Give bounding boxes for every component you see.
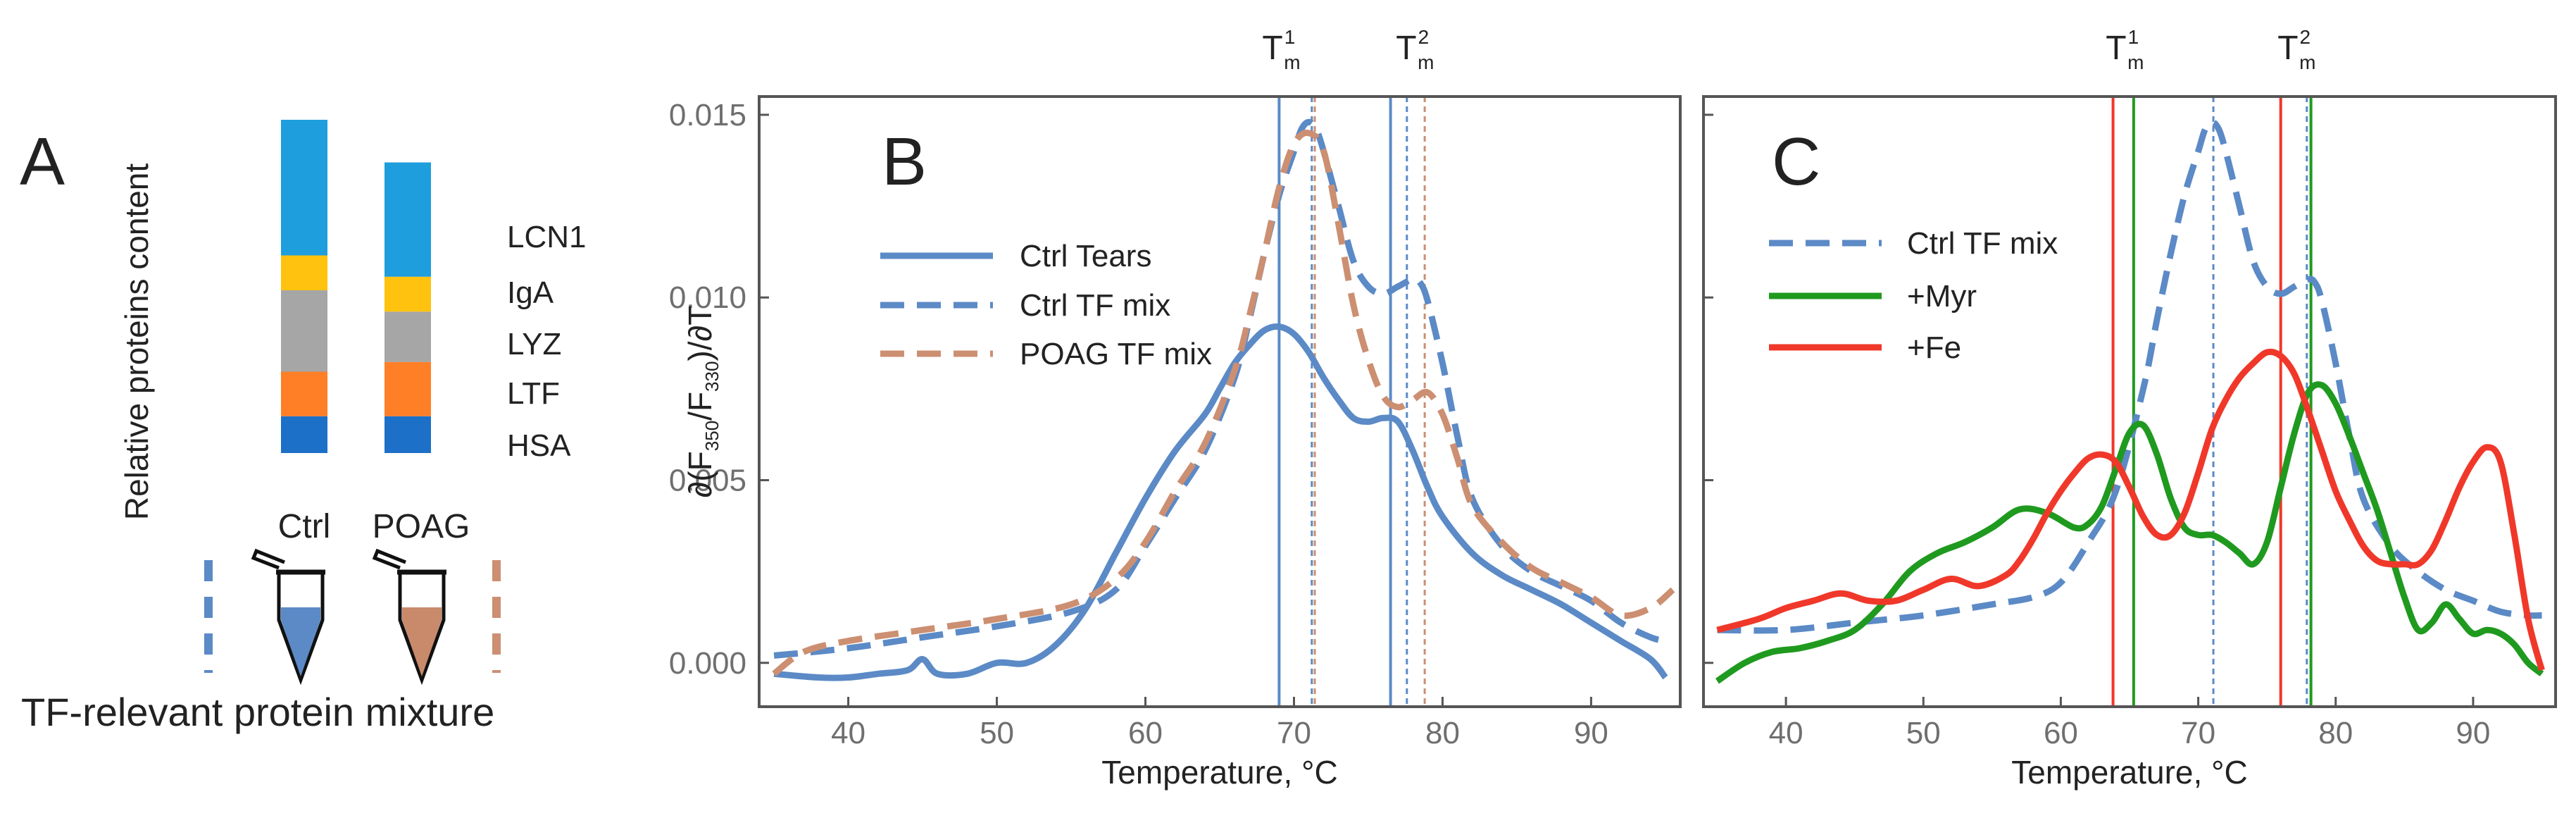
category-label-ctrl: Ctrl bbox=[278, 508, 331, 545]
c-xtick-label-50: 50 bbox=[1906, 716, 1941, 750]
panel-c: 40 50 60 70 80 90 T1 m T2 m C Ctrl TF mix +Myr +… bbox=[1702, 26, 2557, 791]
bar-segment-poag-hsa bbox=[384, 416, 431, 453]
panel-c-axes: 40 50 60 70 80 90 bbox=[1703, 113, 2490, 750]
bar-segment-ctrl-lcn1 bbox=[281, 120, 327, 256]
bar-segment-poag-lyz bbox=[384, 311, 431, 362]
b-tm-label-1: T1 m bbox=[1262, 26, 1300, 73]
panel-c-letter: C bbox=[1772, 124, 1820, 199]
panel-a-ylabel: Relative proteins content bbox=[118, 163, 155, 521]
panel-c-legend: Ctrl TF mix +Myr +Fe bbox=[1769, 226, 2058, 365]
stacked-bars bbox=[281, 120, 431, 453]
panel-b-frame bbox=[758, 95, 1682, 708]
ctrl-tube-icon bbox=[251, 548, 325, 686]
panel-c-frame bbox=[1702, 95, 2557, 708]
panel-c-xlabel: Temperature, °C bbox=[2011, 754, 2247, 791]
panel-b-vlines bbox=[1277, 97, 1426, 707]
stack-legend-lcn1: LCN1 bbox=[507, 220, 587, 254]
stack-legend-ltf: LTF bbox=[507, 376, 560, 411]
c-series-fe bbox=[1716, 348, 2545, 671]
panel-c-vlines bbox=[2111, 97, 2313, 707]
c-xtick-label-80: 80 bbox=[2318, 716, 2353, 750]
poag-tube-icon bbox=[372, 548, 446, 686]
b-series-ctrl-tears bbox=[773, 323, 1668, 681]
panel-c-series bbox=[1715, 118, 2545, 684]
panel-b-letter: B bbox=[882, 124, 927, 199]
stack-legend-iga: IgA bbox=[507, 275, 554, 310]
bar-segment-poag-lcn1 bbox=[384, 162, 431, 277]
legend-label-ctrl-tf-mix-c: Ctrl TF mix bbox=[1907, 226, 2058, 261]
panel-b-series bbox=[772, 118, 1675, 681]
legend-label-poag-tf-mix: POAG TF mix bbox=[1020, 337, 1212, 371]
legend-label-ctrl-tf-mix: Ctrl TF mix bbox=[1020, 288, 1170, 323]
bar-segment-poag-iga bbox=[384, 276, 431, 312]
c-xtick-label-40: 40 bbox=[1769, 716, 1803, 750]
category-label-poag: POAG bbox=[373, 508, 470, 545]
panel-b-ylabel: ∂(F350/F330)/∂T bbox=[682, 306, 723, 498]
panel-a-letter: A bbox=[20, 124, 65, 199]
c-xtick-label-90: 90 bbox=[2456, 716, 2490, 750]
bar-segment-ctrl-ltf bbox=[281, 371, 327, 416]
b-series-poag-tf-mix bbox=[772, 130, 1675, 676]
c-series-ctrl-tf-mix bbox=[1717, 118, 2542, 634]
panel-a-bottom-label: TF-relevant protein mixture bbox=[21, 690, 494, 734]
c-tm-label-1: T1 m bbox=[2106, 26, 2144, 73]
panel-b-xlabel: Temperature, °C bbox=[1101, 754, 1337, 791]
panel-c-tm-labels: T1 m T2 m bbox=[2106, 26, 2315, 73]
b-xtick-label-60: 60 bbox=[1128, 716, 1163, 750]
stack-legend-hsa: HSA bbox=[507, 428, 571, 463]
b-xtick-label-80: 80 bbox=[1425, 716, 1460, 750]
c-tm-label-2: T2 m bbox=[2277, 26, 2315, 73]
panel-a: A Relative proteins content LCN1 IgA LYZ LT… bbox=[20, 120, 587, 734]
panel-b-legend: Ctrl Tears Ctrl TF mix POAG TF mix bbox=[880, 239, 1212, 371]
panel-b-axes: 40 50 60 70 80 90 0.000 0.005 0.010 0.015 bbox=[669, 98, 1608, 750]
legend-label-myr: +Myr bbox=[1907, 279, 1977, 314]
b-ytick-label-2: 0.010 bbox=[669, 280, 746, 315]
b-xtick-label-70: 70 bbox=[1277, 716, 1311, 750]
legend-label-ctrl-tears: Ctrl Tears bbox=[1020, 239, 1151, 273]
b-ytick-label-3: 0.015 bbox=[669, 98, 746, 132]
panel-b-tm-labels: T1 m T2 m bbox=[1262, 26, 1434, 73]
bar-segment-ctrl-hsa bbox=[281, 416, 327, 453]
b-ytick-label-1: 0.005 bbox=[669, 463, 746, 497]
legend-label-fe: +Fe bbox=[1907, 330, 1961, 365]
c-xtick-label-70: 70 bbox=[2181, 716, 2215, 750]
b-tm-label-2: T2 m bbox=[1396, 26, 1434, 73]
b-xtick-label-50: 50 bbox=[980, 716, 1014, 750]
bar-segment-ctrl-iga bbox=[281, 255, 327, 290]
b-ytick-label-0: 0.000 bbox=[669, 646, 746, 681]
b-xtick-label-90: 90 bbox=[1574, 716, 1608, 750]
stack-legend: LCN1 IgA LYZ LTF HSA bbox=[507, 220, 587, 463]
c-xtick-label-60: 60 bbox=[2044, 716, 2078, 750]
bar-segment-poag-ltf bbox=[384, 361, 431, 416]
c-series-myr bbox=[1715, 381, 2544, 684]
b-xtick-label-40: 40 bbox=[831, 716, 865, 750]
bar-segment-ctrl-lyz bbox=[281, 290, 327, 372]
stack-legend-lyz: LYZ bbox=[507, 327, 561, 361]
